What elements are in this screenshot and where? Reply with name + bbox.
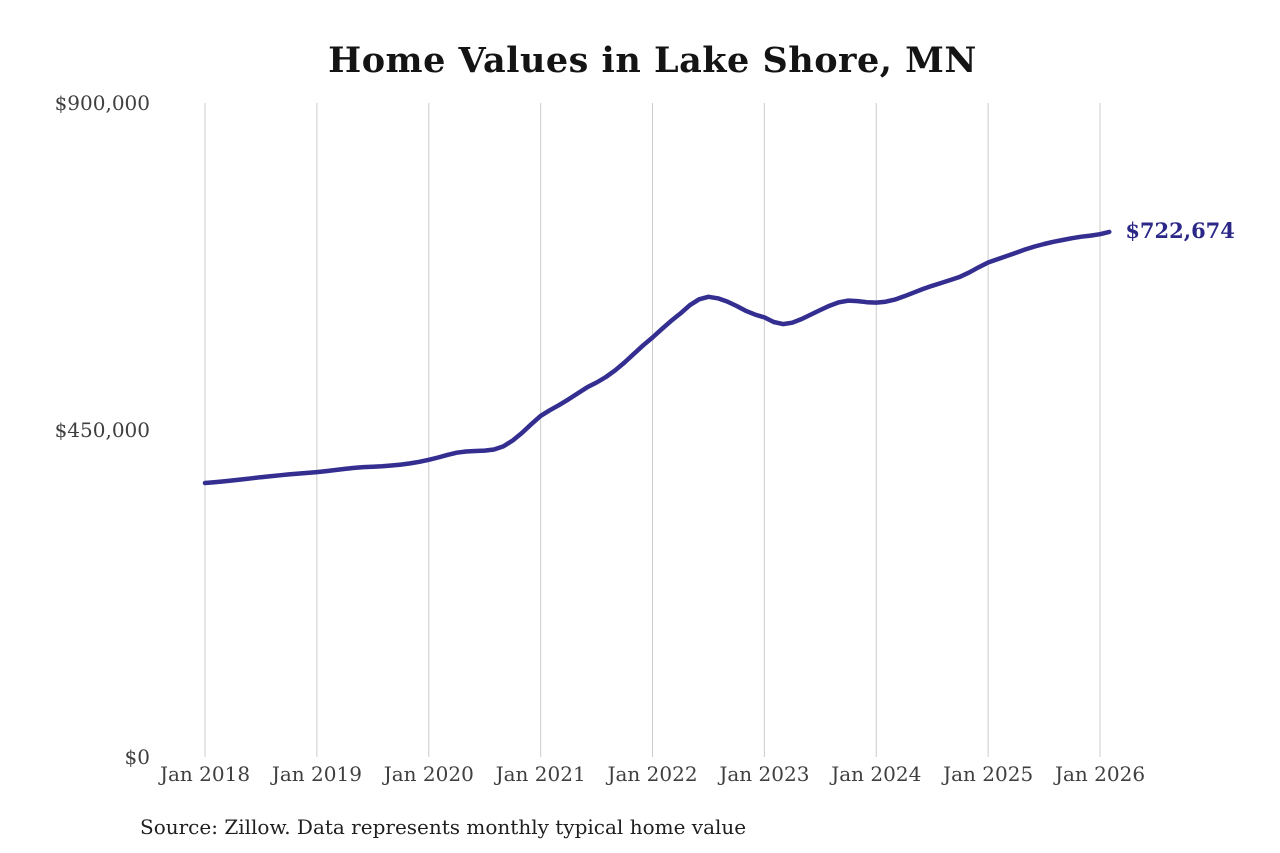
x-tick-jan-2026: Jan 2026 (1054, 762, 1146, 786)
x-tick-jan-2025: Jan 2025 (943, 762, 1034, 786)
y-tick-0: $0 (124, 745, 150, 769)
chart-title: Home Values in Lake Shore, MN (328, 40, 977, 81)
home-value-line (202, 229, 1112, 486)
x-tick-jan-2020: Jan 2020 (383, 762, 474, 786)
y-tick-900000: $900,000 (54, 91, 150, 115)
x-tick-jan-2019: Jan 2019 (271, 762, 362, 786)
x-tick-jan-2024: Jan 2024 (831, 762, 922, 786)
vertical-gridlines (204, 103, 1101, 757)
x-tick-jan-2021: Jan 2021 (495, 762, 586, 786)
x-tick-jan-2018: Jan 2018 (159, 762, 251, 786)
y-tick-450000: $450,000 (54, 418, 150, 442)
x-tick-jan-2023: Jan 2023 (719, 762, 810, 786)
x-tick-jan-2022: Jan 2022 (607, 762, 698, 786)
latest-value-label: $722,674 (1125, 217, 1235, 243)
source-note: Source: Zillow. Data represents monthly … (140, 815, 747, 839)
